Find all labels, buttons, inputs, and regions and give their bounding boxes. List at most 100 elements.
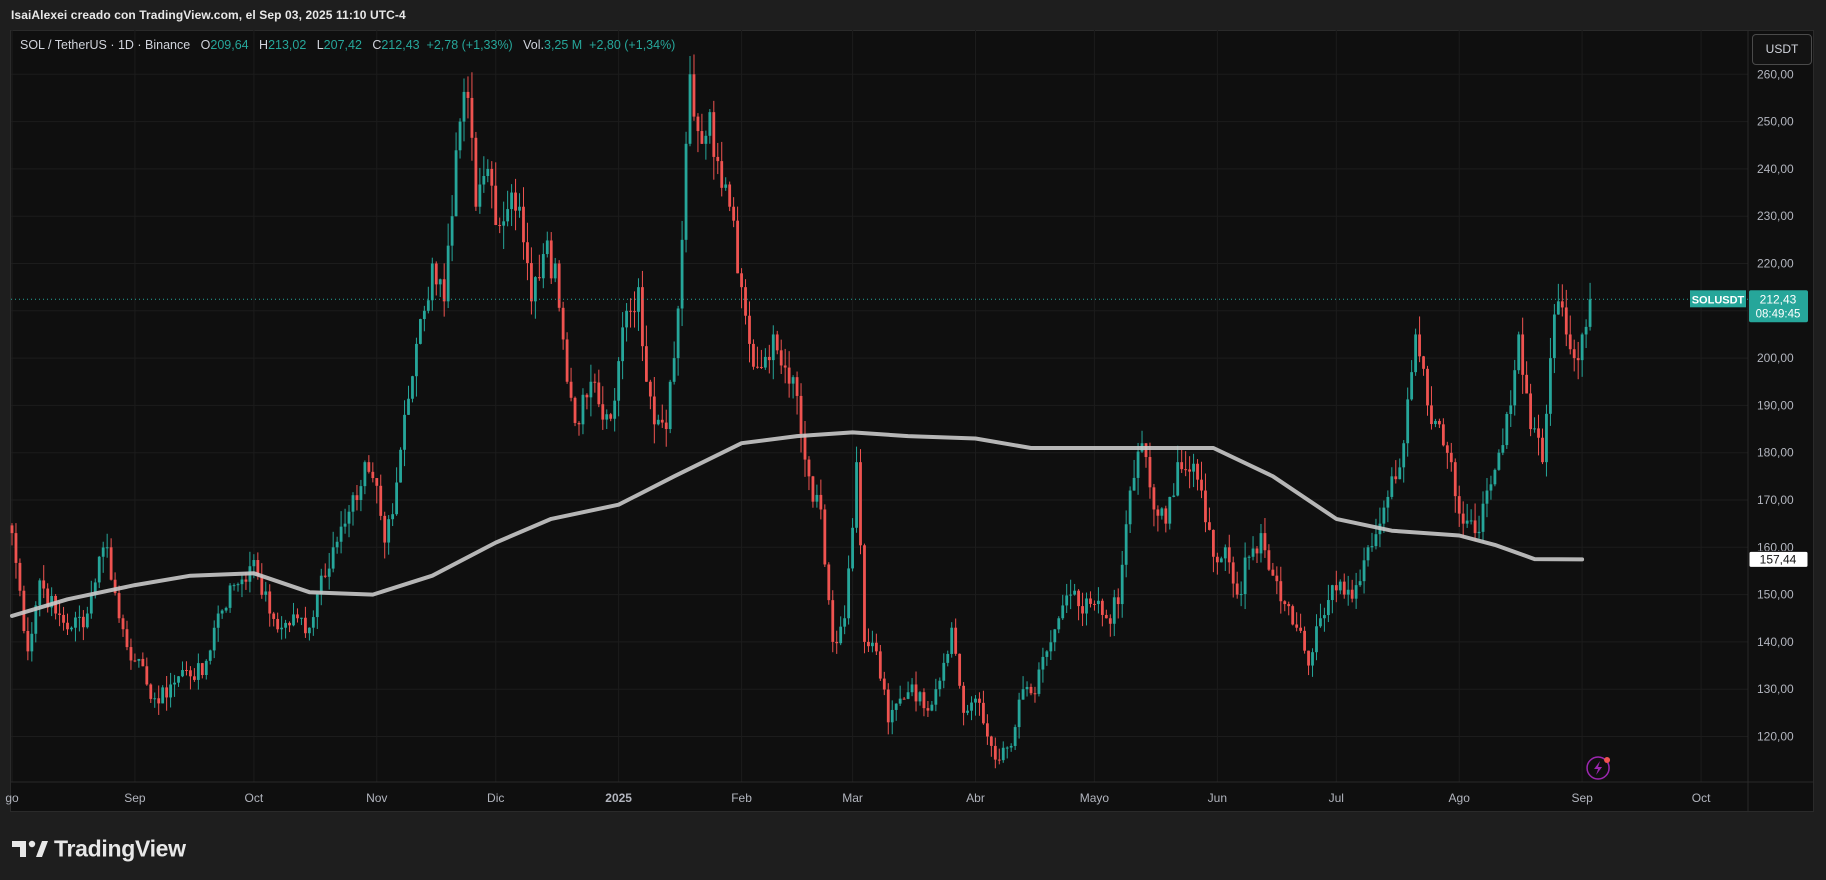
candle-body [1552,314,1556,359]
x-tick-label: Abr [966,791,985,805]
candle-body [1025,686,1029,690]
candle-body [208,650,212,661]
candle-body [470,97,474,138]
candle-body [652,396,656,425]
candle-body [1307,650,1310,666]
candle-body [724,184,728,188]
candle-body [280,627,284,630]
x-tick-label: Sep [1571,791,1593,805]
candle-body [1120,564,1124,605]
low-value: 207,42 [323,38,362,52]
candle-body [450,216,454,246]
candle-body [1164,508,1168,524]
candle-body [863,545,866,642]
candle-body [1065,595,1069,606]
candle-body [1418,334,1421,357]
candle-body [811,476,815,502]
candle-body [288,622,291,626]
candle-body [335,541,339,548]
candle-body [759,366,763,368]
candle-body [557,263,561,308]
open-value: 209,64 [210,38,249,52]
candle-body [1188,469,1192,472]
candle-body [264,591,268,595]
candle-body [1184,469,1188,471]
candle-body [847,568,851,619]
close-label: C [372,38,382,52]
candle-body [1430,405,1433,425]
candle-body [1192,463,1195,472]
candle-body [914,684,918,702]
symbol-info[interactable]: SOL / TetherUS · 1D · Binance [20,38,191,52]
candle-body [185,670,188,672]
candle-body [902,698,906,700]
x-tick-label: Feb [731,791,752,805]
candle-body [882,678,886,690]
candle-body [748,315,751,344]
candle-body [438,279,442,285]
moving-average-line [10,430,1585,618]
candle-body [343,523,347,527]
candle-body [85,613,89,628]
high-label: H [259,38,269,52]
candle-body [260,575,264,595]
candle-body [1124,524,1128,565]
candle-body [1116,597,1120,605]
candle-body [1315,626,1318,653]
candle-body [664,422,668,430]
candle-body [962,685,965,713]
candle-body [121,618,125,630]
candle-body [42,580,46,589]
candle-body [1093,603,1096,605]
candle-body [1235,583,1239,595]
candle-body [347,511,351,524]
candle-body [1568,334,1572,350]
candle-body [1263,533,1267,551]
candle-body [648,381,652,397]
candle-body [1148,457,1152,488]
candle-body [684,143,688,240]
candle-body [311,617,315,628]
y-tick-label: 240,00 [1757,162,1794,176]
candle-body [268,591,272,614]
candle-body [351,495,355,512]
x-tick-label: Mayo [1080,791,1110,805]
candle-body [192,676,196,680]
candle-body [878,651,882,679]
candle-body [165,687,169,698]
candle-body [700,131,704,144]
candle-body [462,91,466,122]
candle-body [141,658,145,667]
candle-body [256,560,260,576]
candle-body [819,494,823,510]
candle-body [680,239,684,309]
candle-body [1279,581,1283,602]
candle-body [399,449,402,483]
candle-body [1588,299,1592,327]
tradingview-logo[interactable]: TradingView [12,834,186,862]
candle-body [989,736,993,746]
candle-body [1017,699,1021,728]
candlestick-chart[interactable]: 120,00 130,00 140,00 150,00 160,00 170,00 180,… [0,0,1826,812]
candle-body [1152,487,1156,510]
currency-button[interactable]: USDT [1752,34,1812,65]
candle-body [1560,301,1564,308]
close-value: 212,43 [381,38,420,52]
x-tick-label: Dic [487,791,504,805]
candle-body [304,617,307,634]
candle-body [1271,569,1275,576]
y-tick-label: 170,00 [1757,493,1794,507]
candle-body [149,684,153,699]
candle-body [502,221,506,226]
candle-body [307,627,311,634]
candle-body [1033,693,1037,695]
candle-body [1521,334,1525,375]
candle-body [1549,358,1552,414]
candle-body [752,343,755,367]
candle-body [204,660,208,676]
candle-body [1370,546,1374,548]
candle-body [1112,597,1116,624]
candle-body [1580,334,1584,361]
candle-body [1319,618,1322,627]
x-tick-label: Jul [1329,791,1344,805]
